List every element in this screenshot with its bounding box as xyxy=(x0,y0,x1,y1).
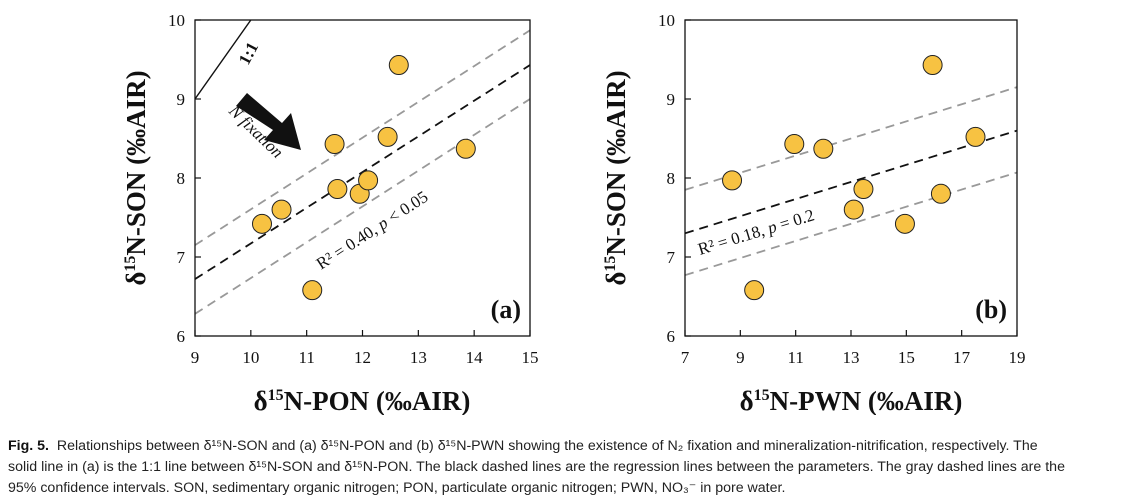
panel-a-x-ticks: 9 10 11 12 13 14 15 xyxy=(191,330,539,367)
data-point xyxy=(965,126,986,147)
data-point xyxy=(922,55,943,76)
n-fixation-arrow xyxy=(236,93,301,150)
x-tick-label: 10 xyxy=(242,348,259,367)
ci-upper-line xyxy=(195,29,530,246)
data-point xyxy=(358,170,379,191)
caption-label: Fig. 5. xyxy=(8,438,49,454)
y-tick-label: 7 xyxy=(667,248,676,267)
x-tick-label: 11 xyxy=(298,348,314,367)
ci-lower-line xyxy=(685,171,1017,277)
y-tick-label: 10 xyxy=(658,11,675,30)
panel-a-label: (a) xyxy=(491,295,521,324)
y-tick-label: 10 xyxy=(168,11,185,30)
y-tick-label: 7 xyxy=(177,248,186,267)
ci-upper-line xyxy=(685,86,1017,191)
y-tick-label: 6 xyxy=(177,327,186,346)
y-tick-label: 9 xyxy=(667,90,676,109)
panel-b-stat-label: R² = 0.18, p = 0.2 xyxy=(696,205,817,258)
data-point xyxy=(252,213,272,234)
caption-line-3: 95% confidence intervals. SON, sedimenta… xyxy=(8,480,786,496)
data-point xyxy=(271,199,292,220)
y-tick-label: 8 xyxy=(177,169,186,188)
regression-line xyxy=(685,129,1017,235)
figure-caption: Fig. 5. Relationships between δ¹⁵N-SON a… xyxy=(8,436,1128,499)
x-tick-label: 9 xyxy=(191,348,200,367)
panel-b-label: (b) xyxy=(975,295,1007,324)
data-point xyxy=(853,179,874,200)
panel-a-y-ticks: 6 7 8 9 10 xyxy=(168,11,201,346)
data-point xyxy=(377,126,398,147)
data-point xyxy=(302,280,323,301)
data-point xyxy=(744,280,765,301)
panel-b-points xyxy=(722,55,986,301)
x-tick-label: 19 xyxy=(1009,348,1026,367)
panel-a-points xyxy=(252,55,476,301)
data-point xyxy=(894,213,915,234)
y-tick-label: 8 xyxy=(667,169,676,188)
one-to-one-line xyxy=(195,20,252,100)
panel-b-y-ticks: 6 7 8 9 10 xyxy=(658,11,691,346)
data-point xyxy=(784,134,805,155)
x-tick-label: 13 xyxy=(843,348,860,367)
x-tick-label: 15 xyxy=(522,348,539,367)
x-tick-label: 14 xyxy=(466,348,484,367)
x-tick-label: 12 xyxy=(354,348,371,367)
data-point xyxy=(843,199,864,220)
panel-b-x-label: δ15N-PWN (‰AIR) xyxy=(740,386,963,415)
data-point xyxy=(813,138,834,159)
panel-a-x-label: δ15N-PON (‰AIR) xyxy=(254,386,471,415)
x-tick-label: 17 xyxy=(953,348,971,367)
caption-line-2: solid line in (a) is the 1:1 line betwee… xyxy=(8,459,1065,475)
x-tick-label: 15 xyxy=(898,348,915,367)
ci-lower-line xyxy=(195,98,530,315)
x-tick-label: 9 xyxy=(736,348,745,367)
y-tick-label: 9 xyxy=(177,90,186,109)
data-point xyxy=(722,170,743,191)
data-point xyxy=(327,179,348,200)
data-point xyxy=(388,55,409,76)
panel-b-y-label: δ15N-SON (‰AIR) xyxy=(601,70,631,285)
data-point xyxy=(930,183,951,204)
x-tick-label: 13 xyxy=(410,348,427,367)
x-tick-label: 11 xyxy=(787,348,803,367)
data-point xyxy=(324,134,345,155)
x-tick-label: 7 xyxy=(681,348,690,367)
panel-b-lines xyxy=(685,86,1017,277)
panel-a-y-label: δ15N-SON (‰AIR) xyxy=(121,70,151,285)
caption-line-1: Relationships between δ¹⁵N-SON and (a) δ… xyxy=(56,438,1038,454)
data-point xyxy=(455,138,476,159)
y-tick-label: 6 xyxy=(667,327,676,346)
panel-b-x-ticks: 7 9 11 13 15 17 19 xyxy=(681,330,1026,367)
one-to-one-label: 1:1 xyxy=(235,39,262,68)
